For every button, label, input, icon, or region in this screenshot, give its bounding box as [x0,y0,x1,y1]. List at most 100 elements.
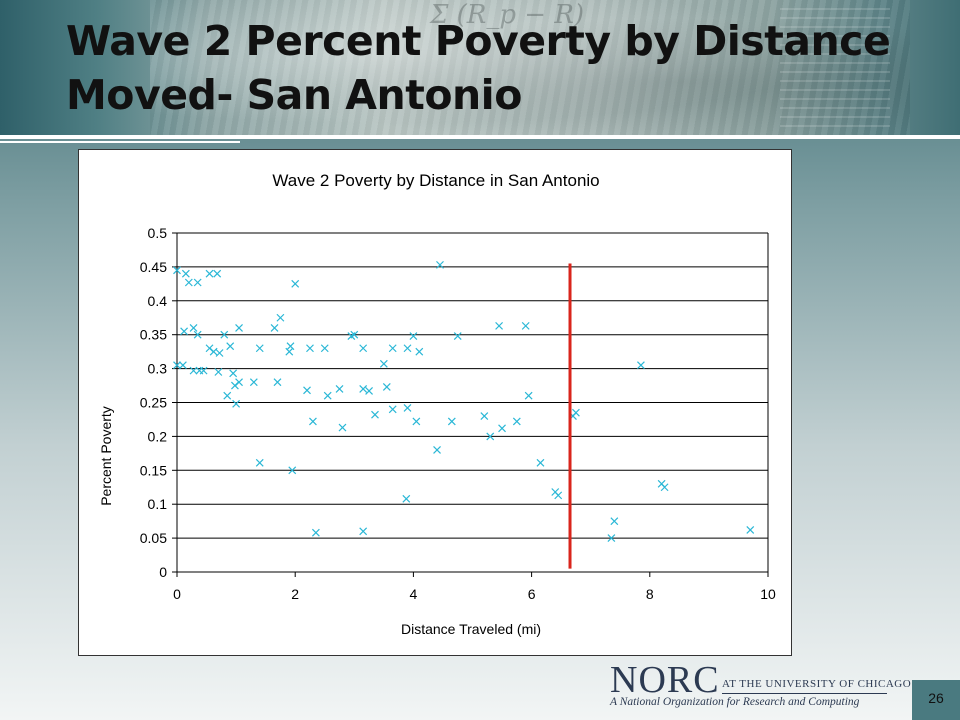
data-point [637,361,645,370]
y-tick-label: 0.45 [140,259,167,275]
x-tick-label: 6 [528,586,536,602]
data-point [181,269,190,278]
y-tick-label: 0.4 [148,293,168,309]
data-point [189,366,198,375]
data-point [311,528,320,537]
data-points [173,260,755,543]
data-point [235,378,243,387]
data-point [209,347,218,356]
data-point [359,344,368,353]
data-point [306,344,314,353]
norc-wordmark: NORC [610,659,720,701]
data-point [350,330,359,339]
header-formula-decoration: Σ (R_p − R) [430,0,585,30]
data-point [409,332,418,340]
y-tick-label: 0.1 [148,496,168,512]
data-point [205,269,214,278]
scatter-chart: Wave 2 Poverty by Distance in San Antoni… [98,171,776,637]
x-axis-ticks: 0 2 4 6 8 10 [173,572,776,602]
norc-affiliation: AT THE UNIVERSITY OF CHICAGO [722,678,912,690]
header-ticker-decoration [780,8,890,128]
data-point [359,385,368,393]
data-point [388,405,397,414]
data-point [554,491,563,500]
data-point [403,403,412,412]
data-point [180,327,189,336]
header-divider [0,135,960,139]
x-tick-label: 4 [410,586,418,602]
chart-frame: Wave 2 Poverty by Distance in San Antoni… [78,149,792,656]
data-point [286,342,295,351]
data-point [746,526,755,534]
data-point [660,483,669,492]
data-point [193,278,202,287]
data-point [572,408,580,417]
slide-title: Wave 2 Percent Poverty by Distance Moved… [66,14,906,122]
y-tick-label: 0.05 [140,530,167,546]
logo-divider [722,693,887,694]
data-point [338,423,347,432]
x-tick-label: 8 [646,586,654,602]
data-point [229,369,238,378]
chart-gridlines [176,232,769,573]
data-point [480,412,489,420]
x-axis-label: Distance Traveled (mi) [401,621,541,637]
data-point [249,378,258,387]
data-point [323,391,332,400]
data-point [388,344,397,353]
data-point [303,386,311,395]
header-photo-collage [150,0,910,136]
data-point [309,417,317,426]
data-point [486,432,495,441]
data-point [235,323,243,332]
data-point [403,344,412,353]
data-point [436,260,444,269]
data-point [173,361,181,370]
chart-title: Wave 2 Poverty by Distance in San Antoni… [272,171,599,190]
data-point [270,323,279,332]
data-point [379,359,388,368]
data-point [173,266,181,275]
data-point [371,410,379,419]
data-point [359,527,368,536]
data-point [433,446,441,454]
data-point [255,458,264,467]
slide-title-line-1: Wave 2 Percent Poverty by Distance [66,17,891,65]
y-tick-label: 0.35 [140,327,167,343]
norc-logo: NORC AT THE UNIVERSITY OF CHICAGO A Nati… [610,659,911,712]
y-tick-label: 0.3 [148,361,168,377]
data-point [223,391,232,400]
data-point [536,458,545,467]
data-point [412,417,421,426]
slide-title-line-2: Moved- San Antonio [66,71,522,119]
data-point [215,349,224,357]
data-point [178,361,187,370]
data-point [521,321,530,330]
page-number: 26 [912,680,960,720]
x-tick-label: 10 [760,586,776,602]
y-axis-ticks: 0 0.05 0.1 0.15 0.2 0.25 0.3 0.35 0.4 0.45 0.5 [140,225,177,580]
data-point [447,417,456,426]
data-point [402,494,411,503]
data-point [184,278,193,287]
data-point [382,382,391,391]
data-point [276,313,285,322]
data-point [199,366,208,375]
x-tick-label: 0 [173,586,181,602]
data-point [607,534,616,543]
header-divider-accent [0,141,240,143]
x-tick-label: 2 [291,586,299,602]
data-point [288,466,297,475]
y-tick-label: 0.15 [140,462,167,478]
data-point [453,332,462,340]
data-point [365,387,373,395]
data-point [320,344,329,353]
data-point [512,417,521,426]
data-point [498,424,506,433]
data-point [495,321,504,330]
data-point [415,347,424,356]
data-point [524,391,533,400]
data-point [273,378,282,387]
data-point [220,330,229,339]
slide-header: Σ (R_p − R) Wave 2 Percent Poverty by Di… [0,0,960,136]
